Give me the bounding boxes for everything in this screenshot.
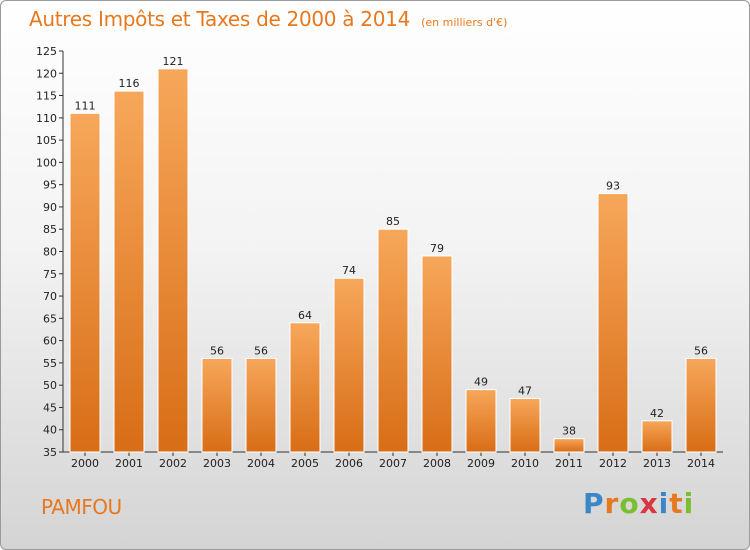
value-label: 47 xyxy=(518,385,532,398)
bar xyxy=(113,90,145,453)
bar xyxy=(685,357,717,453)
proxiti-logo: Proxiti xyxy=(583,487,694,520)
y-tick-label: 60 xyxy=(43,335,57,348)
value-label: 85 xyxy=(386,215,400,228)
y-tick-label: 90 xyxy=(43,201,57,214)
x-tick-label: 2004 xyxy=(247,457,275,470)
x-tick-label: 2003 xyxy=(203,457,231,470)
value-label: 93 xyxy=(606,180,620,193)
x-tick-label: 2005 xyxy=(291,457,319,470)
bar xyxy=(333,277,365,453)
y-axis: 35 40 45 50 55 60 65 70 75 80 85 90 95 100 105 110 115 12… xyxy=(36,45,64,459)
y-tick-label: 40 xyxy=(43,424,57,437)
bar xyxy=(377,228,409,453)
logo-letter: r xyxy=(604,487,620,520)
bar xyxy=(69,112,101,453)
value-label: 56 xyxy=(210,344,224,357)
x-tick-label: 2011 xyxy=(555,457,583,470)
bar xyxy=(465,389,497,453)
y-tick-label: 95 xyxy=(43,179,57,192)
bar xyxy=(509,398,541,453)
bars-group xyxy=(69,68,717,453)
logo-letter: i xyxy=(683,487,695,520)
logo-letter: t xyxy=(669,487,684,520)
bar xyxy=(157,68,189,453)
value-label: 42 xyxy=(650,407,664,420)
y-tick-label: 50 xyxy=(43,379,57,392)
y-tick-label: 115 xyxy=(36,90,57,103)
value-label: 74 xyxy=(342,264,356,277)
x-tick-label: 2001 xyxy=(115,457,143,470)
value-label: 111 xyxy=(75,99,96,112)
bar xyxy=(597,193,629,453)
value-label: 56 xyxy=(694,344,708,357)
value-label: 56 xyxy=(254,344,268,357)
x-tick-label: 2012 xyxy=(599,457,627,470)
commune-name: PAMFOU xyxy=(41,495,122,519)
logo-letter: P xyxy=(583,487,605,520)
x-tick-label: 2007 xyxy=(379,457,407,470)
x-tick-label: 2013 xyxy=(643,457,671,470)
y-tick-label: 35 xyxy=(43,446,57,459)
y-tick-label: 75 xyxy=(43,268,57,281)
bar xyxy=(421,255,453,453)
value-label: 64 xyxy=(298,309,312,322)
x-tick-label: 2008 xyxy=(423,457,451,470)
x-axis: 2000 2001 2002 2003 2004 2005 2006 2007 2008 2009… xyxy=(63,451,723,470)
bar xyxy=(289,322,321,453)
chart-title: Autres Impôts et Taxes de 2000 à 2014 xyxy=(29,7,410,31)
x-tick-label: 2014 xyxy=(687,457,715,470)
y-tick-label: 120 xyxy=(36,67,57,80)
logo-letter: i xyxy=(658,487,670,520)
value-label: 38 xyxy=(562,425,576,438)
value-labels-group: 111 116 121 56 56 64 74 85 79 49 47 38 93 42 56 xyxy=(75,55,709,438)
x-tick-label: 2010 xyxy=(511,457,539,470)
logo-letter: x xyxy=(639,487,659,520)
x-tick-label: 2002 xyxy=(159,457,187,470)
bar xyxy=(553,438,585,453)
y-tick-label: 85 xyxy=(43,223,57,236)
value-label: 121 xyxy=(163,55,184,68)
y-tick-label: 125 xyxy=(36,45,57,58)
value-label: 49 xyxy=(474,376,488,389)
x-tick-label: 2009 xyxy=(467,457,495,470)
bar xyxy=(641,420,673,453)
value-label: 79 xyxy=(430,242,444,255)
x-tick-label: 2000 xyxy=(71,457,99,470)
y-tick-label: 105 xyxy=(36,134,57,147)
logo-letter: o xyxy=(619,487,640,520)
chart-unit: (en milliers d'€) xyxy=(421,16,508,29)
y-tick-label: 55 xyxy=(43,357,57,370)
x-tick-label: 2006 xyxy=(335,457,363,470)
y-tick-label: 100 xyxy=(36,156,57,169)
bar xyxy=(245,357,277,453)
y-tick-label: 45 xyxy=(43,401,57,414)
y-tick-label: 70 xyxy=(43,290,57,303)
y-tick-label: 80 xyxy=(43,246,57,259)
value-label: 116 xyxy=(119,77,140,90)
y-tick-label: 65 xyxy=(43,312,57,325)
bar xyxy=(201,357,233,453)
y-tick-label: 110 xyxy=(36,112,57,125)
chart-title-block: Autres Impôts et Taxes de 2000 à 2014 (e… xyxy=(29,7,507,31)
